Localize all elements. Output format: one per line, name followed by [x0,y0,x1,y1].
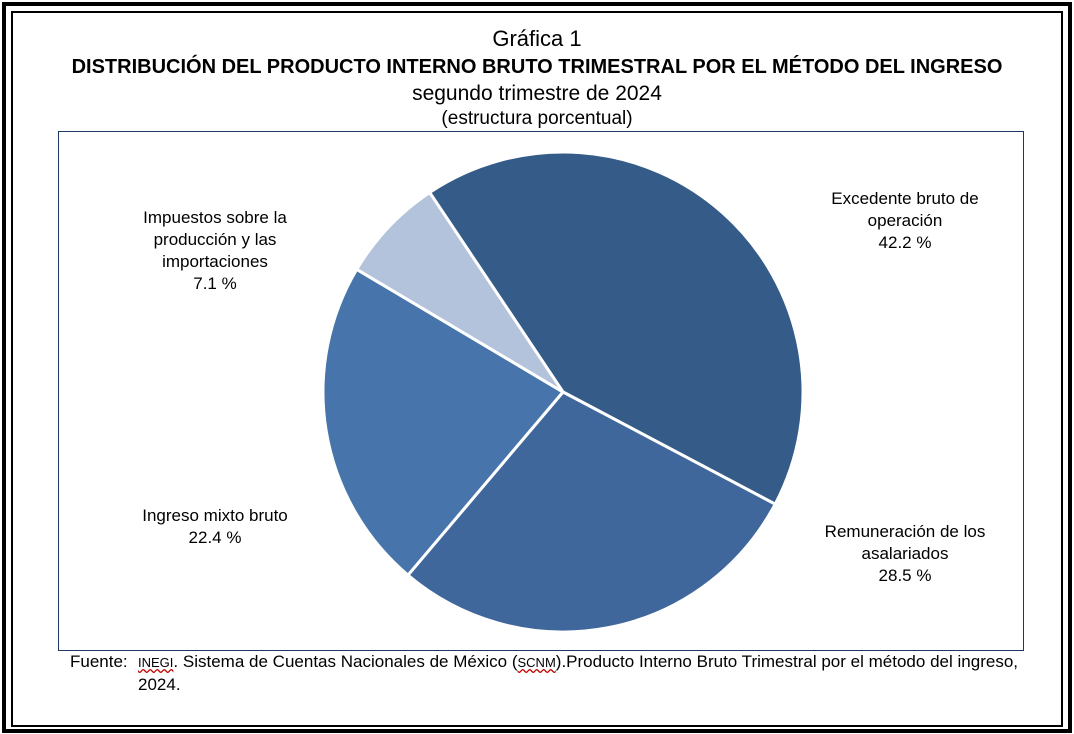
slice-label-excedente: Excedente bruto de operación 42.2 % [790,188,1020,254]
slice-label-line: asalariados [861,544,949,563]
slice-value-label: 7.1 % [193,274,237,293]
slice-value-label: 22.4 % [188,528,242,547]
source-label: Fuente: [70,652,128,671]
slice-value-label: 28.5 % [878,566,932,585]
plot-area [58,131,1024,651]
slice-label-line: Remuneración de los [824,522,986,541]
pie-slice-impuestos [354,190,565,394]
slice-label-line: Impuestos sobre la [143,208,287,227]
pie-slice-remuneracion [405,390,778,634]
slice-label-line: Excedente bruto de [831,189,979,208]
slice-label-line: Ingreso mixto bruto [142,506,288,525]
chart-subtitle: segundo trimestre de 2024 [412,82,662,105]
source-acronym: SCNM [517,655,556,670]
slice-label-remuneracion: Remuneración de los asalariados 28.5 % [790,521,1020,587]
slice-label-ingreso-mixto: Ingreso mixto bruto 22.4 % [110,505,320,549]
pie-slice-ingreso-mixto [321,267,566,578]
pie-slice-excedente [427,150,805,507]
chart-title: DISTRIBUCIÓN DEL PRODUCTO INTERNO BRUTO … [71,56,1003,78]
slice-label-line: producción y las [153,230,277,249]
slice-label-line: operación [867,211,943,230]
slice-label-line: importaciones [162,252,268,271]
unit-note: (estructura porcentual) [441,108,633,129]
source-text-part2: ).Producto Interno Bruto Trimestral por … [138,652,1018,694]
source-org: INEGI [138,655,174,670]
source-text: INEGI. Sistema de Cuentas Nacionales de … [138,651,1018,696]
source-text-part1: . Sistema de Cuentas Nacionales de Méxic… [173,652,518,671]
figure-label: Gráfica 1 [492,26,582,51]
slice-label-impuestos: Impuestos sobre la producción y las import… [100,207,330,295]
slice-value-label: 42.2 % [878,233,932,252]
inner-frame [11,11,1063,727]
